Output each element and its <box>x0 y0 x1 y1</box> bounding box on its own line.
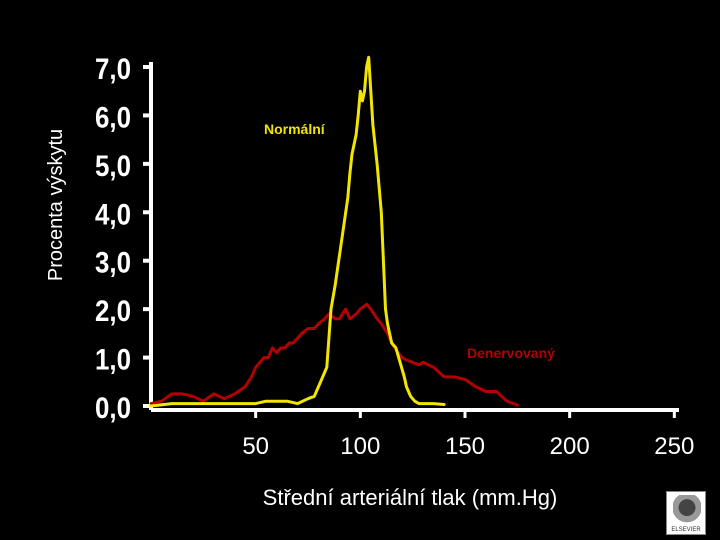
y-tick-label: 4,0 <box>95 198 131 231</box>
y-axis-title: Procenta výskytu <box>45 129 67 281</box>
y-tick-label: 0,0 <box>95 392 131 425</box>
x-ticks: 50 100 150 200 250 <box>242 410 694 460</box>
series-layer <box>149 55 519 408</box>
y-tick-label: 2,0 <box>95 295 131 328</box>
y-tick-label: 3,0 <box>95 247 131 280</box>
tree-icon <box>673 495 701 523</box>
y-tick-label: 6,0 <box>95 101 131 134</box>
x-tick-label: 250 <box>654 433 694 460</box>
x-axis-title: Střední arteriální tlak (mm.Hg) <box>263 485 558 510</box>
series-label-denervovany: Denervovaný <box>467 345 555 361</box>
elsevier-logo: ELSEVIER <box>666 491 706 535</box>
series-line-normalni <box>149 55 446 408</box>
x-tick-label: 200 <box>550 433 590 460</box>
x-tick-label: 50 <box>242 433 269 460</box>
x-tick-label: 150 <box>445 433 485 460</box>
series-label-normalni: Normální <box>264 121 326 137</box>
series-line-denervovany <box>149 302 519 407</box>
y-tick-label: 1,0 <box>95 344 131 377</box>
logo-text: ELSEVIER <box>671 527 701 533</box>
y-ticks: 0,0 1,0 2,0 3,0 4,0 5,0 6,0 7,0 <box>95 53 151 425</box>
y-tick-label: 7,0 <box>95 53 131 86</box>
x-tick-label: 100 <box>340 433 380 460</box>
y-tick-label: 5,0 <box>95 150 131 183</box>
